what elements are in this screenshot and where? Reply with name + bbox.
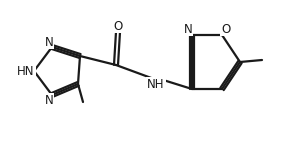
Text: HN: HN xyxy=(17,65,35,77)
Text: NH: NH xyxy=(147,77,165,91)
Text: N: N xyxy=(45,93,53,106)
Text: N: N xyxy=(184,22,192,35)
Text: N: N xyxy=(45,35,53,49)
Text: O: O xyxy=(113,20,123,32)
Text: O: O xyxy=(221,22,231,35)
